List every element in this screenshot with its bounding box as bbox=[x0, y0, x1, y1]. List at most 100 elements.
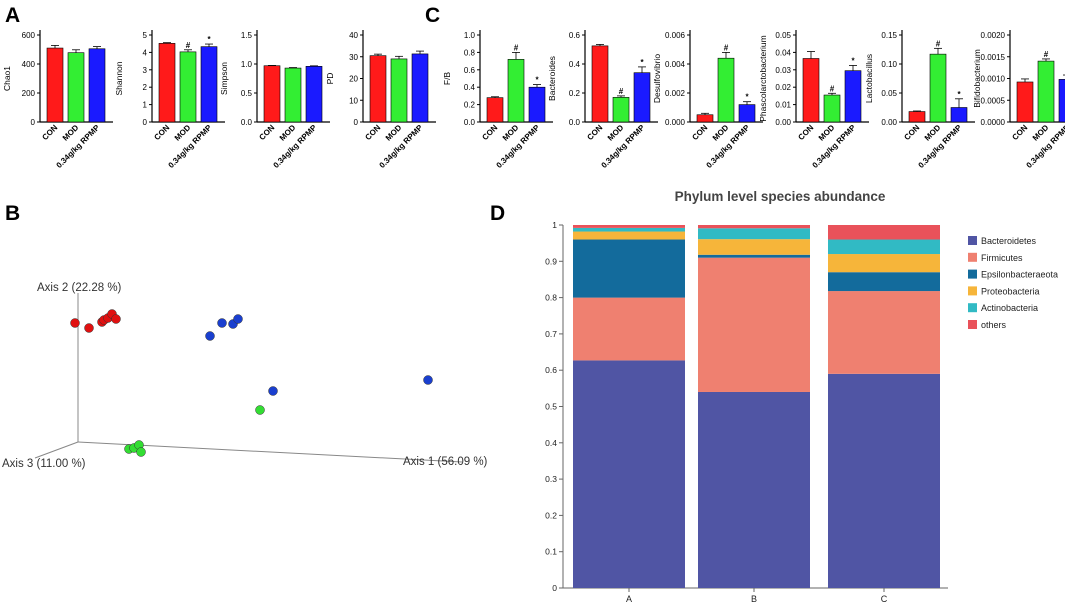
bar bbox=[263, 65, 281, 123]
y-tick-label: 0.10 bbox=[881, 60, 897, 69]
y-tick-label: 2 bbox=[143, 83, 148, 92]
chart-title: Phylum level species abundance bbox=[675, 189, 886, 204]
scatter-point bbox=[217, 318, 227, 328]
x-tick-label: CON bbox=[585, 123, 604, 142]
significance-mark: # bbox=[619, 87, 624, 96]
x-tick-label: CON bbox=[902, 123, 921, 142]
y-tick-label: 0.3 bbox=[545, 474, 557, 484]
legend-swatch bbox=[968, 303, 977, 313]
y-tick-label: 600 bbox=[22, 31, 36, 40]
y-tick-label: 3 bbox=[143, 66, 148, 75]
bar bbox=[486, 97, 504, 123]
y-tick-label: 0.02 bbox=[775, 83, 791, 92]
significance-mark: * bbox=[207, 35, 211, 44]
y-tick-label: 0.0010 bbox=[981, 75, 1006, 84]
significance-mark: * bbox=[745, 93, 749, 102]
stack-segment bbox=[573, 231, 685, 240]
bar bbox=[802, 58, 820, 123]
pcoa-axis3-label: Axis 3 (11.00 %) bbox=[2, 458, 86, 470]
y-tick-label: 0.0005 bbox=[981, 96, 1006, 105]
legend-entry: Epsilonbacteraeota bbox=[981, 270, 1058, 280]
x-tick-label: CON bbox=[690, 123, 709, 142]
bar bbox=[507, 59, 525, 123]
bar bbox=[1016, 81, 1034, 123]
stack-segment bbox=[828, 291, 940, 374]
scatter-point bbox=[255, 405, 265, 415]
legend-entry: others bbox=[981, 320, 1007, 330]
significance-mark: # bbox=[514, 43, 519, 52]
pcoa-axis2-label: Axis 2 (22.28 %) bbox=[37, 282, 122, 294]
y-tick-label: 30 bbox=[349, 53, 358, 62]
stack-segment bbox=[828, 225, 940, 240]
bar-chart-bacteroides: 0.00.20.40.6BacteroidesCON#MOD*0.34g/kg … bbox=[547, 30, 658, 170]
bar bbox=[591, 45, 609, 123]
x-tick-label: CON bbox=[363, 123, 382, 142]
y-tick-label: 0.002 bbox=[665, 89, 686, 98]
y-tick-label: 0.4 bbox=[545, 438, 557, 448]
y-tick-label: 0.2 bbox=[545, 510, 557, 520]
stack-segment bbox=[698, 228, 810, 240]
y-axis-label: F/B bbox=[442, 72, 452, 86]
y-tick-label: 0.15 bbox=[881, 31, 897, 40]
y-axis-label: Lactobacillus bbox=[864, 54, 874, 103]
x-tick-label: CON bbox=[1010, 123, 1029, 142]
y-axis-label: Desulfovibrio bbox=[652, 54, 662, 103]
bar-chart-bifidobacterium: 0.0000 0.0005 0.0010 0.0015 0.0020 Bifidobact… bbox=[972, 30, 1065, 170]
bar bbox=[390, 58, 408, 123]
bar bbox=[1037, 60, 1055, 123]
significance-mark: # bbox=[186, 41, 191, 50]
bar bbox=[46, 47, 64, 123]
y-axis-label: PD bbox=[325, 73, 335, 85]
stack-segment bbox=[573, 225, 685, 228]
significance-mark: * bbox=[640, 58, 644, 67]
bar bbox=[179, 51, 197, 123]
y-tick-label: 0.05 bbox=[881, 89, 897, 98]
y-tick-label: 0.01 bbox=[775, 101, 791, 110]
bar bbox=[528, 86, 546, 123]
y-tick-label: 0.5 bbox=[545, 402, 557, 412]
bar bbox=[612, 97, 630, 123]
y-tick-label: 0.6 bbox=[464, 66, 476, 75]
y-tick-label: 10 bbox=[349, 96, 358, 105]
stack-segment bbox=[828, 373, 940, 588]
x-tick-label: C bbox=[881, 594, 888, 604]
y-tick-label: 0 bbox=[143, 118, 148, 127]
bar bbox=[717, 57, 735, 123]
stack-segment bbox=[698, 254, 810, 258]
legend-entry: Proteobacteria bbox=[981, 286, 1040, 296]
panel-label-a: A bbox=[5, 4, 20, 27]
bar bbox=[633, 72, 651, 123]
stack-segment bbox=[828, 272, 940, 292]
scatter-point bbox=[84, 323, 94, 333]
scatter-point bbox=[233, 314, 243, 324]
bar bbox=[284, 67, 302, 123]
y-tick-label: 1.0 bbox=[241, 60, 253, 69]
legend-entry: Bacteroidetes bbox=[981, 236, 1037, 246]
y-tick-label: 5 bbox=[143, 31, 148, 40]
panel-label-b: B bbox=[5, 202, 20, 225]
stack-segment bbox=[698, 239, 810, 255]
significance-mark: # bbox=[936, 39, 941, 48]
scatter-point bbox=[268, 386, 278, 396]
significance-mark: * bbox=[851, 56, 855, 65]
bar bbox=[200, 46, 218, 123]
y-tick-label: 0.8 bbox=[464, 48, 476, 57]
y-tick-label: 4 bbox=[143, 48, 148, 57]
bar bbox=[908, 111, 926, 123]
y-tick-label: 1 bbox=[552, 220, 557, 230]
y-tick-label: 0.03 bbox=[775, 66, 791, 75]
y-tick-label: 0.000 bbox=[665, 118, 686, 127]
legend-entry: Firmicutes bbox=[981, 253, 1023, 263]
y-tick-label: 0.006 bbox=[665, 31, 686, 40]
significance-mark: # bbox=[1044, 50, 1049, 59]
y-tick-label: 0.0020 bbox=[981, 31, 1006, 40]
bar bbox=[844, 70, 862, 123]
legend-swatch bbox=[968, 236, 977, 245]
legend-entry: Actinobacteria bbox=[981, 303, 1038, 313]
x-tick-label: CON bbox=[480, 123, 499, 142]
y-tick-label: 0.1 bbox=[545, 547, 557, 557]
